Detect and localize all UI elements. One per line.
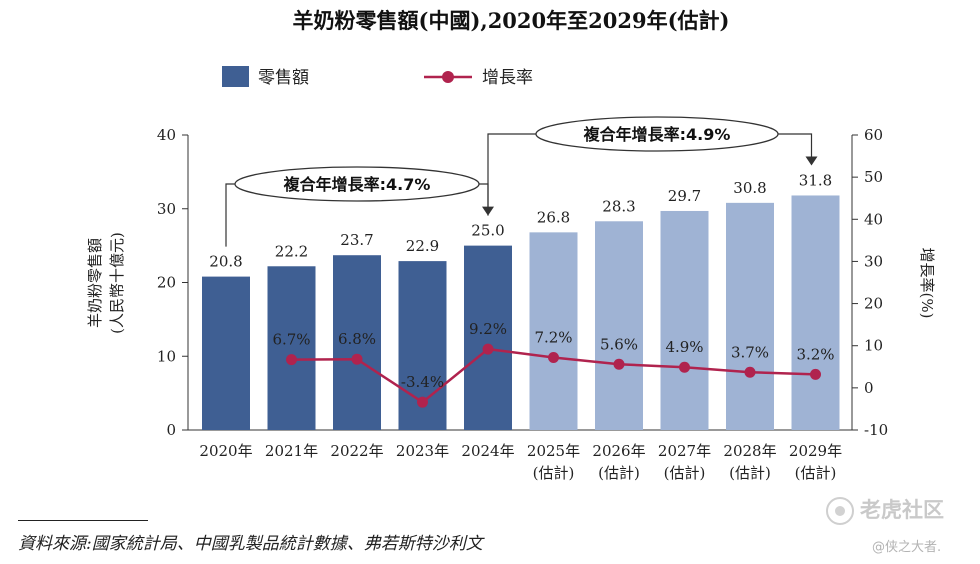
legend-line-label: 增長率 — [482, 68, 533, 88]
growth-value-label: 6.8% — [338, 330, 376, 348]
x-tick-sublabel: (估計) — [795, 464, 837, 482]
cagr2-left-connector — [487, 133, 536, 216]
x-tick-sublabel: (估計) — [664, 464, 706, 482]
y-left-title: 羊奶粉零售額 (人民幣十億元) — [86, 232, 126, 334]
bar-value-label: 20.8 — [209, 253, 242, 271]
x-tick-sublabel: (估計) — [598, 464, 640, 482]
legend-bar-label: 零售額 — [258, 68, 309, 88]
growth-point — [744, 366, 756, 378]
x-tick-label: 2027年 — [658, 442, 711, 460]
growth-line: 6.7% 6.8% -3.4% 9.2% 7.2% 5.6% 4.9% 3.7% 3.2% — [272, 320, 835, 408]
x-tick-label: 2021年 — [265, 442, 318, 460]
x-tick-label: 2025年 — [527, 442, 580, 460]
bar-2028年 — [726, 202, 774, 430]
bar-2027年 — [660, 210, 709, 430]
y-left-tick-label: 40 — [157, 126, 176, 144]
cagr2-bubble — [535, 116, 779, 152]
bar-value-label: 25.0 — [471, 222, 504, 240]
bar-value-label: 22.2 — [275, 242, 308, 260]
growth-point — [548, 352, 559, 364]
cagr1-left-connector — [225, 183, 235, 247]
source-divider — [18, 520, 148, 521]
y-right-tick-label: 20 — [864, 295, 883, 313]
bar-2029年 — [791, 195, 840, 430]
growth-value-label: 5.6% — [600, 335, 638, 353]
y-right-title: 增長率(%) — [918, 248, 936, 319]
axes: 0 10 20 30 40 -10 0 10 20 30 40 50 60 2020年 2021年 2022年… — [157, 126, 888, 482]
legend-bar-swatch — [222, 66, 249, 87]
y-right-tick-label: 30 — [864, 252, 883, 270]
cagr1-bubble — [234, 166, 480, 202]
x-tick-label: 2026年 — [592, 442, 645, 460]
y-left-tick-label: 30 — [157, 200, 176, 218]
bar-2025年 — [529, 232, 578, 430]
growth-point — [810, 368, 821, 380]
bar-2022年 — [333, 255, 381, 430]
bar-value-label: 22.9 — [406, 237, 439, 255]
x-tick-label: 2029年 — [789, 442, 842, 460]
y-left-title-line2: (人民幣十億元) — [108, 232, 126, 334]
cagr1-label: 複合年增長率:4.7% — [283, 175, 431, 194]
watermark-brand-text: 老虎社区 — [860, 498, 944, 522]
growth-chart: 羊奶粉零售額(中國),2020年至2029年(估計) 零售額 增長率 羊奶粉零售… — [86, 8, 936, 482]
x-tick-label: 2020年 — [199, 442, 252, 460]
bar-2021年 — [267, 266, 316, 430]
growth-point — [417, 396, 428, 408]
y-right-tick-label: 60 — [864, 126, 883, 144]
bars: 20.8 22.2 23.7 22.9 25.0 26.8 28.3 29.7 30.8 31.8 — [202, 171, 840, 430]
growth-value-label: 7.2% — [534, 329, 572, 347]
growth-point — [351, 353, 363, 365]
x-tick-label: 2024年 — [461, 442, 514, 460]
cagr2-right-connector — [778, 133, 813, 163]
x-tick-label: 2028年 — [723, 442, 776, 460]
x-tick-sublabel: (估計) — [533, 464, 575, 482]
bar-value-label: 23.7 — [340, 231, 373, 249]
bar-value-label: 30.8 — [733, 179, 766, 197]
growth-value-label: -3.4% — [401, 373, 444, 391]
y-left-tick-label: 0 — [166, 421, 176, 439]
growth-value-label: 9.2% — [469, 320, 507, 338]
chart-title: 羊奶粉零售額(中國),2020年至2029年(估計) — [293, 8, 730, 33]
cagr-arrow-head — [805, 156, 818, 166]
y-right-tick-label: -10 — [864, 421, 888, 439]
x-tick-label: 2022年 — [330, 442, 383, 460]
y-left-tick-label: 20 — [157, 274, 176, 292]
x-tick-sublabel: (估計) — [729, 464, 771, 482]
cagr-annotations: 複合年增長率:4.7% 複合年增長率:4.9% — [225, 116, 818, 247]
y-right-tick-label: 50 — [864, 168, 883, 186]
cagr2-label: 複合年增長率:4.9% — [583, 125, 731, 144]
growth-point — [482, 343, 494, 355]
legend-line-marker — [442, 71, 454, 83]
growth-value-label: 3.7% — [731, 343, 769, 361]
y-left-tick-label: 10 — [157, 347, 176, 365]
source-note: 資料來源:國家統計局、中國乳製品統計數據、弗若斯特沙利文 — [18, 534, 483, 554]
y-right-tick-label: 10 — [864, 337, 883, 355]
growth-point — [286, 354, 297, 366]
y-left-title-line1: 羊奶粉零售額 — [86, 238, 104, 328]
bar-2020年 — [202, 276, 250, 430]
growth-value-label: 6.7% — [272, 331, 310, 349]
bar-2026年 — [595, 221, 643, 430]
bar-value-label: 26.8 — [537, 208, 570, 226]
bar-2024年 — [464, 245, 512, 430]
growth-value-label: 3.2% — [796, 345, 834, 363]
watermark-author: @侠之大者. — [872, 540, 942, 555]
y-right-tick-label: 40 — [864, 210, 883, 228]
watermark-brand: 老虎社区 — [826, 494, 944, 525]
x-tick-label: 2023年 — [396, 442, 449, 460]
y-right-tick-label: 0 — [864, 379, 874, 397]
bar-value-label: 28.3 — [602, 197, 635, 215]
bar-value-label: 29.7 — [668, 187, 701, 205]
growth-point — [679, 361, 690, 373]
tiger-logo-icon — [826, 497, 854, 525]
growth-point — [613, 358, 625, 370]
bar-value-label: 31.8 — [799, 171, 832, 189]
growth-value-label: 4.9% — [665, 338, 703, 356]
